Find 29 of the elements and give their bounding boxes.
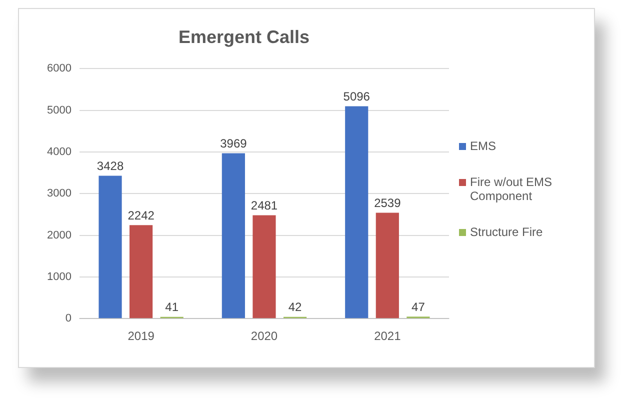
y-tick-label: 1000: [46, 270, 72, 283]
x-tick-label: 2019: [128, 329, 155, 344]
bar: [345, 106, 368, 318]
x-tick-label: 2021: [374, 329, 402, 344]
data-label: 2539: [374, 196, 402, 210]
x-tick-label: 2020: [250, 329, 278, 344]
y-tick-label: 5000: [46, 104, 72, 116]
data-label: 3428: [96, 159, 124, 174]
legend-label: Fire w/out EMS Component: [470, 175, 554, 203]
bar: [376, 212, 399, 318]
data-label: 41: [165, 300, 179, 314]
y-tick-label: 2000: [46, 229, 72, 242]
y-tick-label: 0: [65, 312, 72, 325]
data-label: 3969: [220, 136, 248, 151]
bar: [130, 225, 153, 318]
y-tick-label: 3000: [46, 188, 72, 200]
legend-label: Structure Fire: [470, 225, 543, 239]
data-label: 5096: [343, 90, 370, 104]
data-label: 2481: [250, 198, 278, 213]
legend-label: EMS: [470, 139, 496, 153]
y-tick-label: 4000: [46, 146, 72, 158]
y-tick-label: 6000: [46, 62, 72, 75]
bar: [252, 215, 276, 318]
bar: [98, 176, 122, 318]
bar: [222, 153, 245, 318]
data-label: 42: [288, 300, 302, 314]
data-label: 47: [412, 300, 426, 314]
chart-title: Emergent Calls: [178, 26, 310, 47]
data-label: 2242: [128, 208, 155, 222]
